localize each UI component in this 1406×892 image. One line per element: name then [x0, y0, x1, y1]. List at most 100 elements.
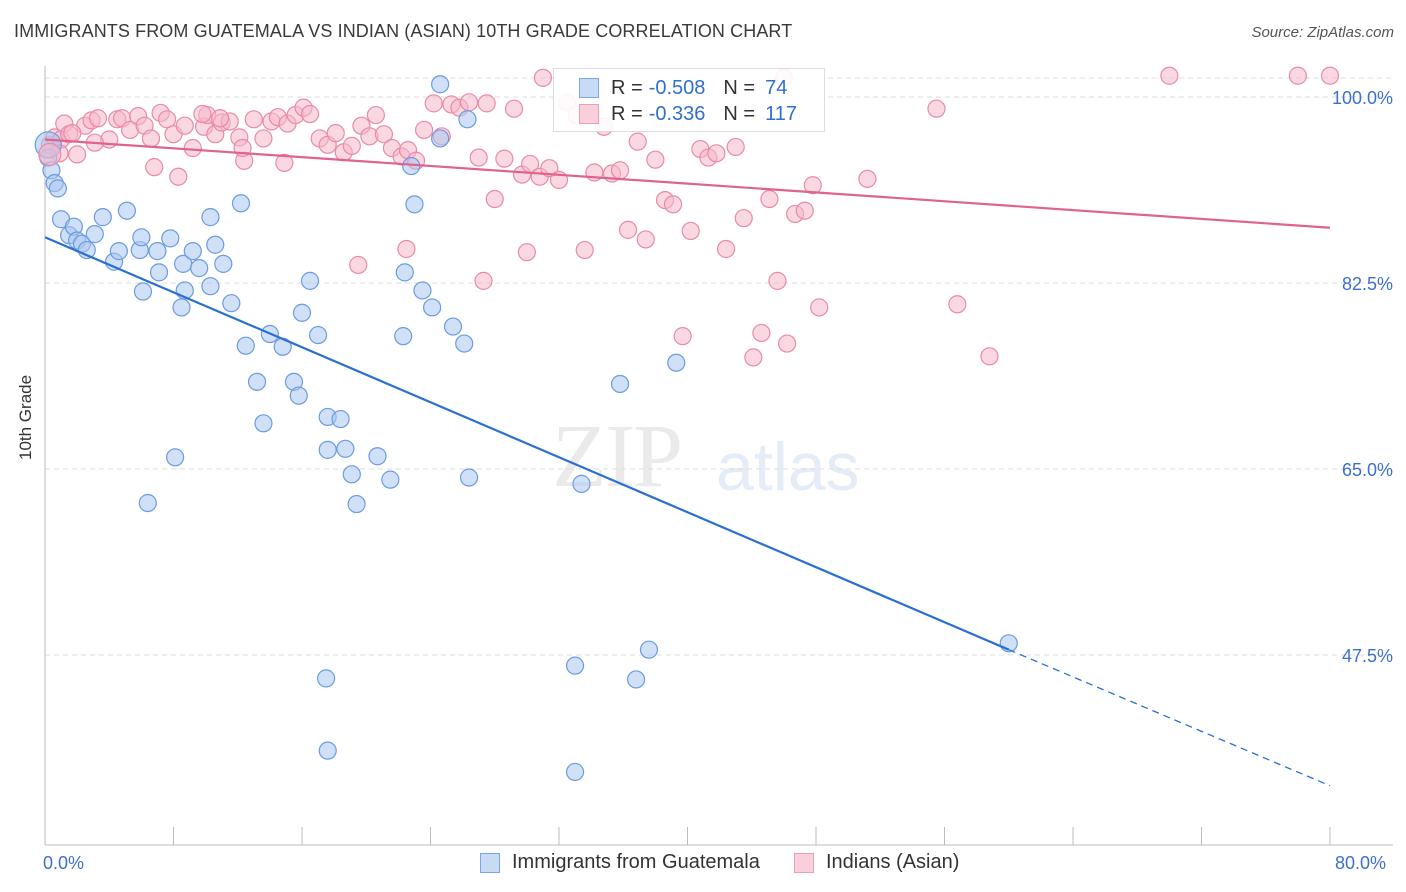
r-label: R =	[611, 102, 643, 125]
guatemala-point	[667, 353, 686, 372]
indian-point	[374, 125, 394, 144]
guatemala-point	[455, 334, 474, 353]
indian-point	[810, 298, 829, 317]
guatemala-point	[610, 374, 630, 394]
legend-label: Immigrants from Guatemala	[512, 851, 760, 873]
indian-point	[768, 271, 787, 290]
guatemala-point	[318, 741, 337, 760]
indian-point	[254, 129, 273, 148]
guatemala-point	[316, 669, 336, 688]
indian-point	[414, 120, 434, 140]
indian-point	[628, 132, 647, 151]
pink-swatch-icon	[579, 104, 599, 124]
guatemala-point	[133, 282, 153, 301]
guatemala-point	[394, 327, 413, 346]
indian-point	[1288, 66, 1307, 85]
blue-swatch-icon	[480, 852, 500, 873]
indian-point	[646, 150, 665, 169]
indian-point	[760, 189, 779, 209]
guatemala-point	[431, 129, 450, 148]
indian-point	[63, 124, 82, 143]
guatemala-point	[423, 298, 442, 317]
y-tick-label: 65.0%	[1342, 460, 1393, 480]
guatemala-point	[201, 277, 220, 296]
guatemala-point	[183, 242, 202, 261]
indian-point	[474, 271, 493, 290]
indian-point	[145, 158, 164, 177]
indian-point	[575, 240, 594, 260]
indian-point	[495, 149, 514, 168]
indian-point	[459, 93, 479, 112]
guatemala-point	[190, 259, 209, 278]
indian-point	[88, 109, 108, 128]
indian-point	[610, 161, 630, 180]
guatemala-point	[254, 414, 273, 433]
indian-point	[244, 110, 263, 129]
r-value: -0.336	[648, 102, 706, 125]
chart-title: IMMIGRANTS FROM GUATEMALA VS INDIAN (ASI…	[14, 21, 793, 41]
guatemala-point	[117, 201, 137, 220]
indian-point	[38, 142, 62, 166]
indian-point	[517, 243, 536, 262]
indian-point	[533, 68, 553, 87]
indian-point	[540, 159, 559, 178]
indian-point	[342, 136, 361, 155]
x-tick-label: 0.0%	[43, 853, 85, 873]
n-value: 74	[765, 76, 788, 99]
r-value: -0.508	[648, 76, 706, 99]
guatemala-point	[93, 208, 112, 227]
guatemala-point	[109, 242, 128, 261]
guatemala-trendline-dashed	[1008, 649, 1331, 787]
indian-point	[927, 99, 946, 118]
guatemala-point	[308, 325, 328, 345]
indian-point	[175, 116, 194, 135]
indian-point	[744, 348, 763, 367]
guatemala-trendline	[44, 236, 1010, 651]
x-tick-label: 80.0%	[1335, 853, 1387, 873]
indian-point	[858, 169, 877, 188]
indian-point	[673, 327, 692, 346]
n-label: N =	[723, 102, 756, 125]
indian-point	[636, 230, 655, 249]
blue-swatch-icon	[579, 78, 599, 98]
indian-point	[795, 201, 814, 220]
guatemala-point	[300, 271, 320, 290]
guatemala-point	[289, 386, 308, 405]
guatemala-point	[458, 110, 477, 129]
guatemala-point	[148, 242, 167, 261]
indian-point	[726, 137, 745, 157]
guatemala-point	[368, 447, 387, 466]
guatemala-point	[222, 294, 241, 313]
legend-item-guatemala[interactable]: Immigrants from Guatemala	[480, 851, 760, 874]
legend-label: Indians (Asian)	[826, 851, 960, 873]
guatemala-point	[138, 493, 157, 513]
pink-swatch-icon	[794, 852, 814, 873]
legend-item-indian[interactable]: Indians (Asian)	[794, 851, 959, 874]
indian-point	[948, 295, 967, 314]
guatemala-point	[236, 336, 255, 355]
guatemala-point	[336, 439, 355, 458]
guatemala-point	[431, 75, 450, 94]
guatemala-point	[572, 474, 591, 493]
indian-point	[210, 109, 230, 128]
guatemala-point	[565, 656, 585, 675]
guatemala-point	[395, 263, 414, 282]
y-tick-label: 100.0%	[1332, 88, 1393, 108]
indian-point	[424, 94, 443, 113]
indian-point	[169, 167, 188, 186]
y-axis-label: 10th Grade	[16, 374, 35, 460]
guatemala-point	[347, 494, 366, 514]
n-label: N =	[723, 76, 756, 99]
indian-point	[504, 99, 524, 118]
guatemala-point	[231, 194, 251, 213]
indian-point	[183, 138, 202, 158]
guatemala-point	[166, 448, 185, 467]
y-tick-label: 82.5%	[1342, 274, 1393, 294]
indian-point	[716, 239, 736, 259]
guatemala-point	[459, 468, 479, 487]
guatemala-point	[292, 303, 312, 322]
guatemala-point	[381, 470, 400, 489]
indian-point	[193, 104, 212, 124]
stats-legend: R = -0.508 N = 74 R = -0.336 N = 117	[553, 68, 825, 132]
r-label: R =	[611, 76, 643, 99]
